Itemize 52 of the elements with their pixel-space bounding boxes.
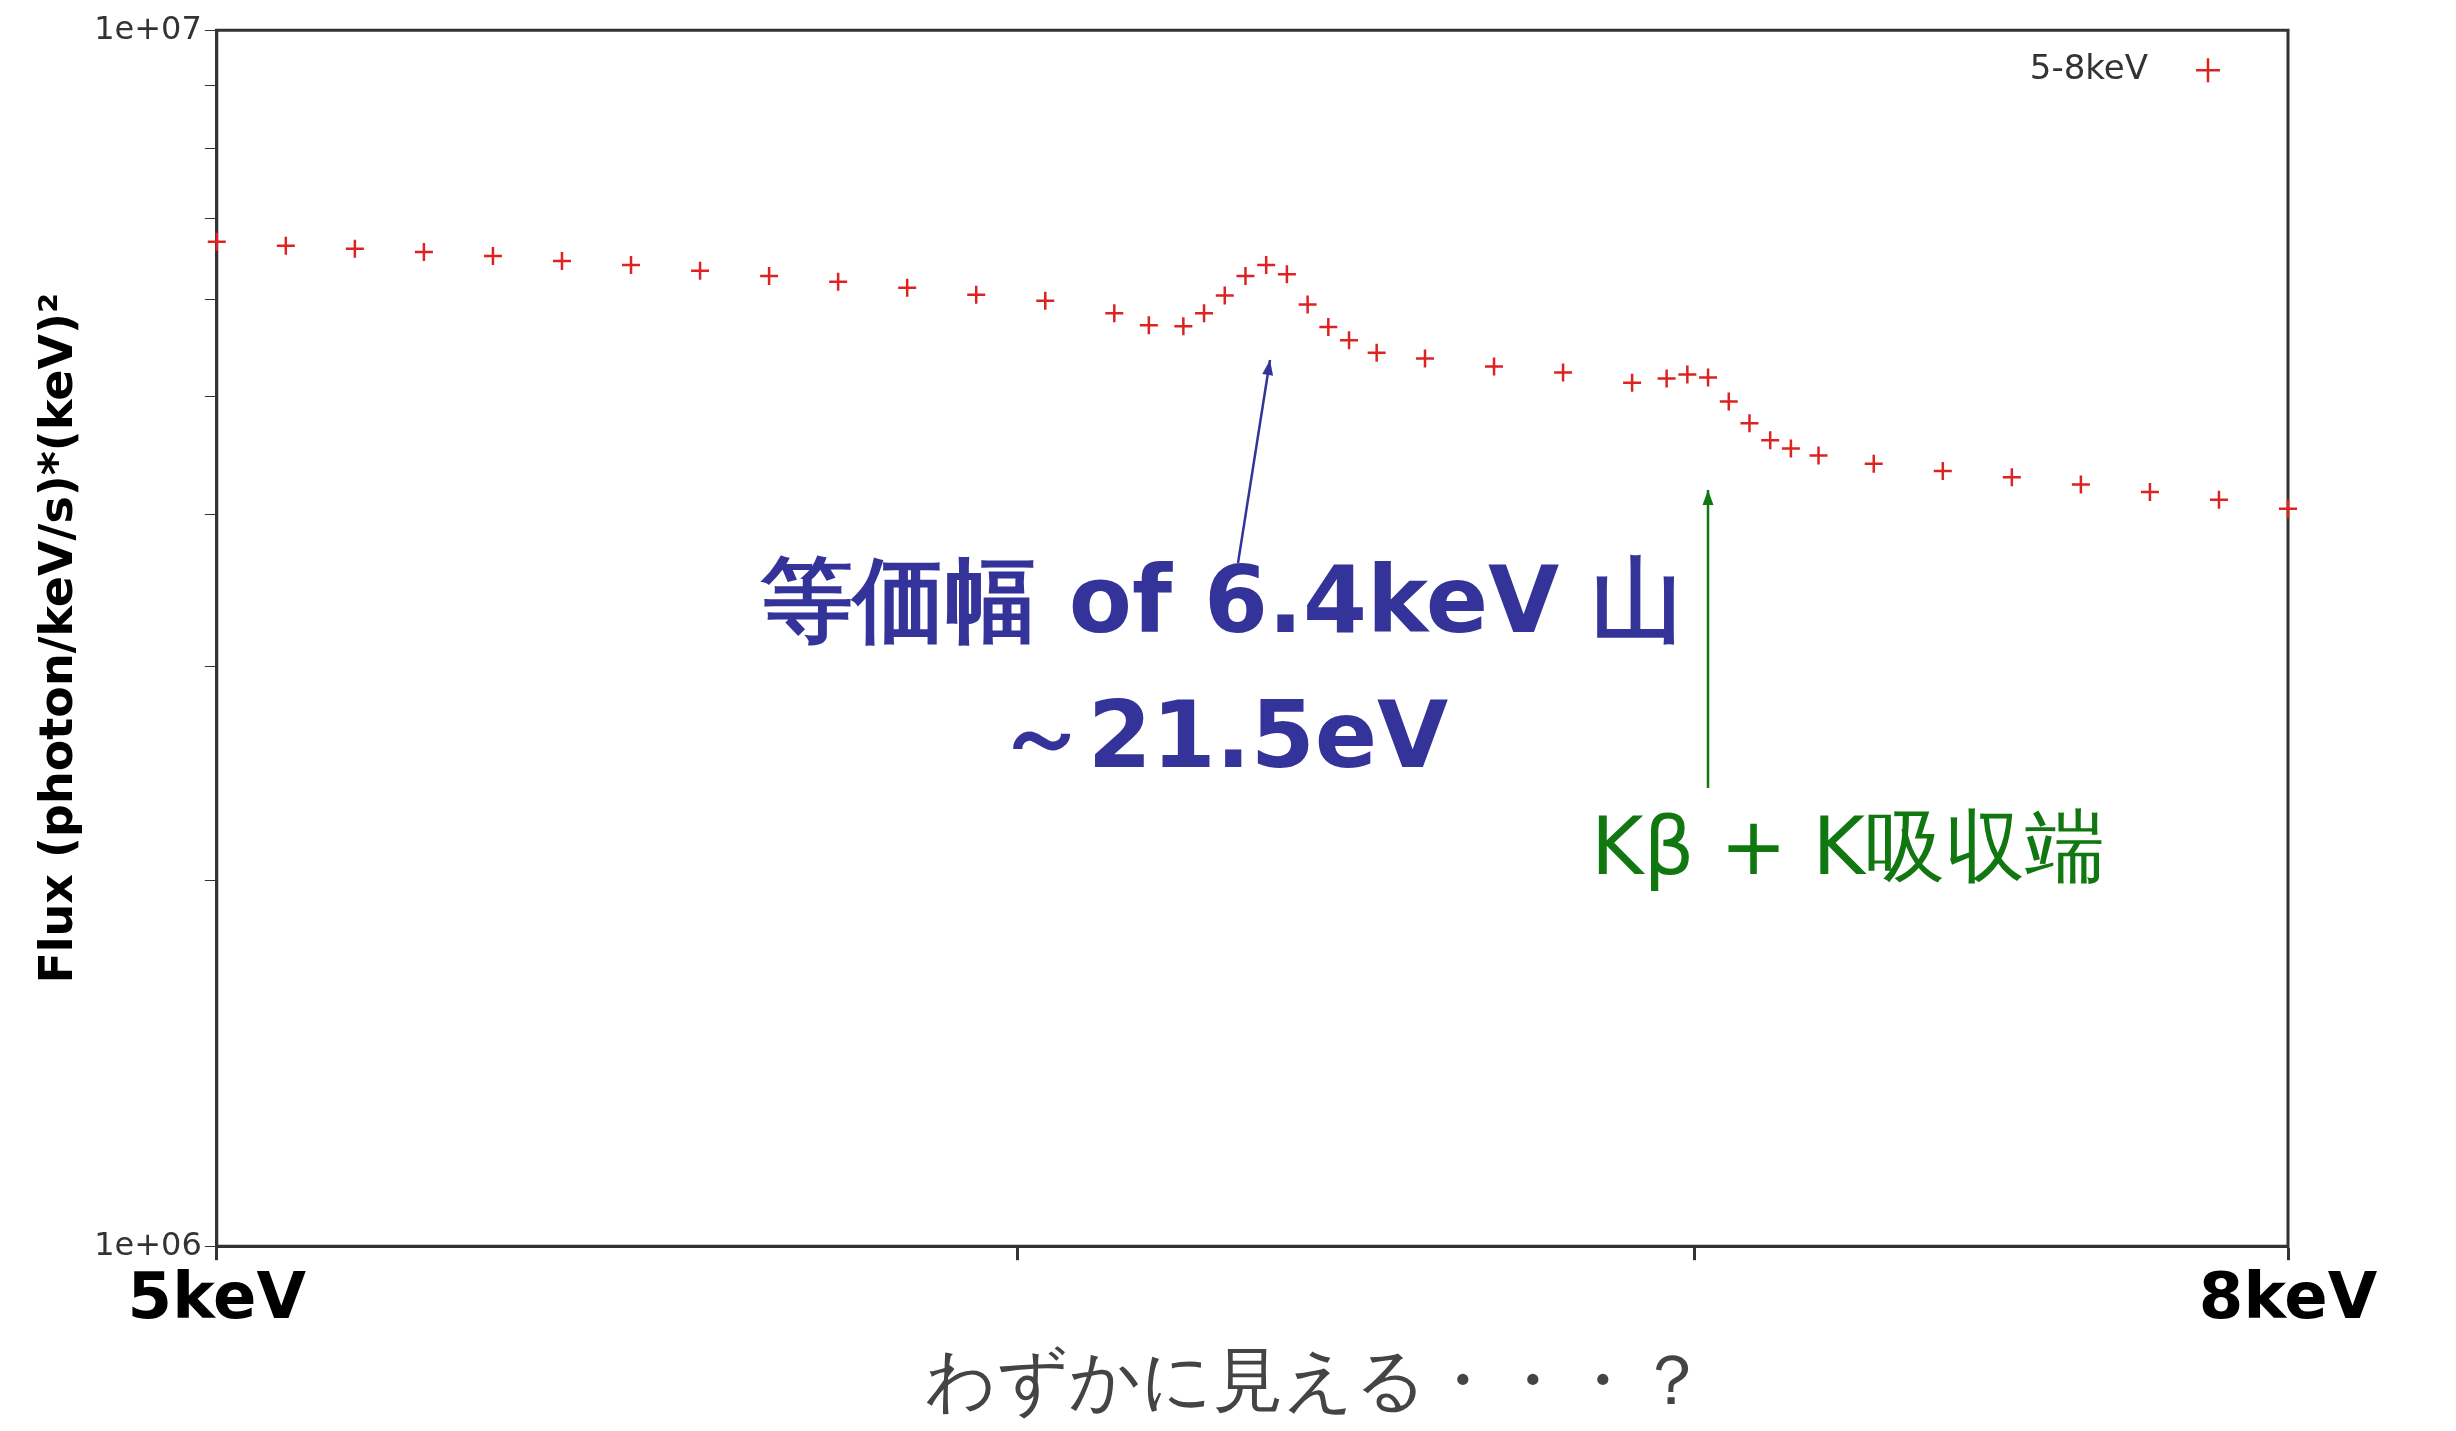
point: [1338, 329, 1360, 351]
point: [2001, 466, 2023, 488]
point: [1297, 294, 1318, 315]
point: [1235, 265, 1256, 287]
point: [1932, 460, 1954, 482]
point: [2208, 489, 2230, 511]
point: [1656, 368, 1677, 389]
point: [620, 254, 642, 276]
point: [1780, 438, 1802, 459]
point: [1483, 356, 1505, 377]
point: [1552, 362, 1574, 383]
point: [1214, 285, 1236, 306]
point: [275, 235, 297, 256]
point: [965, 284, 987, 305]
point: [758, 265, 780, 287]
point: [1035, 290, 1056, 312]
point: [1366, 342, 1387, 363]
y-axis-title: Flux (photon/keV/s)*(keV)²: [28, 292, 83, 984]
point: [2070, 474, 2092, 495]
point: [1759, 430, 1781, 451]
point: [1718, 391, 1740, 412]
point: [1414, 348, 1436, 369]
point: [344, 238, 366, 260]
annotation: ～21.5eV: [995, 681, 1449, 789]
point: [206, 231, 228, 252]
point: [1863, 453, 1885, 475]
point: [827, 271, 849, 293]
annotation: Kβ + K吸収端: [1591, 799, 2105, 893]
point: [1104, 303, 1125, 324]
point: [1255, 254, 1277, 276]
point: [482, 245, 504, 267]
point: [1138, 314, 1160, 336]
annotation: 等価幅 of 6.4keV 山: [759, 546, 1684, 654]
point: [2139, 481, 2161, 503]
point: [1318, 316, 1339, 338]
point: [1173, 315, 1194, 337]
point: [1739, 413, 1760, 434]
point: [1193, 303, 1215, 324]
point: [1677, 364, 1698, 385]
point: [1697, 367, 1719, 388]
point: [1621, 372, 1643, 393]
x-tick-label: 8keV: [2198, 1259, 2378, 1334]
text: わずかに見える・・・？: [925, 1339, 1707, 1422]
point: [2277, 498, 2299, 520]
point: [413, 241, 435, 263]
point: [1276, 263, 1298, 285]
point: [689, 260, 711, 282]
point: [551, 250, 573, 272]
legend-label: 5-8keV: [2029, 47, 2148, 88]
point: [896, 277, 918, 299]
y-tick-label: 1e+07: [94, 8, 202, 47]
point: [1808, 445, 1829, 466]
